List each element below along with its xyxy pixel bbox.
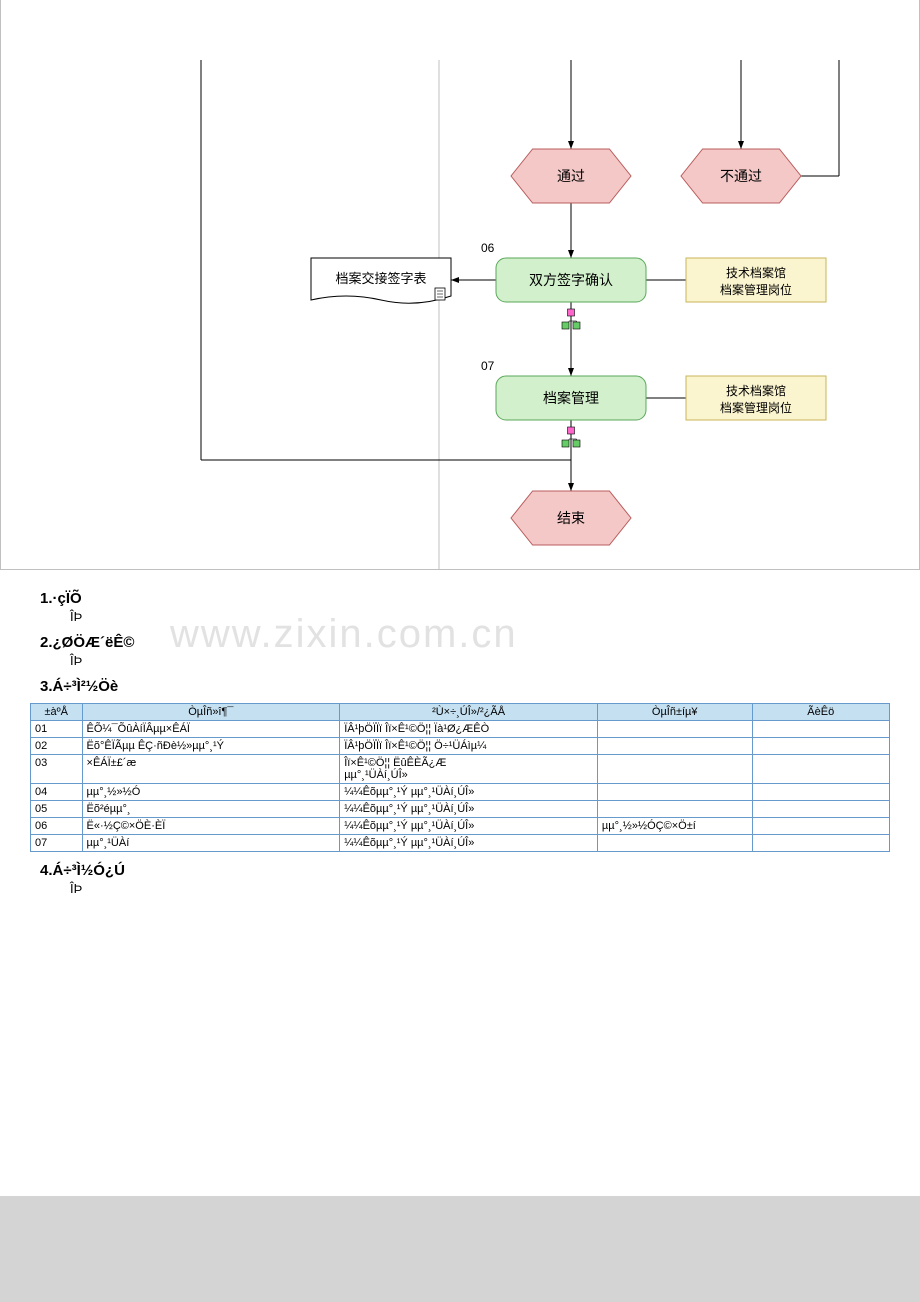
table-header: ²Ù×÷¸ÚÎ»/²¿ÃÅ (340, 704, 598, 721)
table-header: ÃèÊö (752, 704, 889, 721)
table-row: 05Ëõ²éµµ°¸¼¼Êõµµ°¸¹Ý µµ°¸¹ÜÀí¸ÚÎ» (31, 801, 890, 818)
table-cell: ÏÂ¹þÖÏÏï Îï×Ê¹©Ö¦¦ Ö÷¹ÜÁìµ¼ (340, 738, 598, 755)
svg-text:档案管理岗位: 档案管理岗位 (720, 282, 792, 297)
table-cell: 02 (31, 738, 83, 755)
svg-text:档案管理岗位: 档案管理岗位 (720, 400, 792, 415)
svg-text:结束: 结束 (557, 510, 585, 526)
table-cell: 05 (31, 801, 83, 818)
table-cell: Ëõ°ÊÏÃµµ ÊÇ·ñÐè½»µµ°¸¹Ý (82, 738, 340, 755)
table-cell (752, 738, 889, 755)
table-row: 07µµ°¸¹ÜÀí¼¼Êõµµ°¸¹Ý µµ°¸¹ÜÀí¸ÚÎ» (31, 835, 890, 852)
table-header: ±àºÅ (31, 704, 83, 721)
svg-text:通过: 通过 (557, 168, 585, 184)
svg-text:技术档案馆: 技术档案馆 (726, 265, 786, 280)
table-cell: Ëõ²éµµ°¸ (82, 801, 340, 818)
table-cell: Îï×Ê¹©Ö¦¦ ËûÊÈÃ¿Æµµ°¸¹ÜÀí¸ÚÎ» (340, 755, 598, 784)
table-cell: 04 (31, 784, 83, 801)
table-row: 06Ë«·½Ç©×ÖÈ·ÈÏ¼¼Êõµµ°¸¹Ý µµ°¸¹ÜÀí¸ÚÎ»µµ°… (31, 818, 890, 835)
svg-text:不通过: 不通过 (720, 168, 762, 184)
table-cell: 07 (31, 835, 83, 852)
table-cell (752, 721, 889, 738)
document-page: 通过不通过结束双方签字确认06档案管理07技术档案馆档案管理岗位技术档案馆档案管… (0, 0, 920, 1196)
section-2-title: 2.¿ØÖÆ´ëÊ© (40, 634, 890, 651)
table-header: ÒµÎñ»î¶¯ (82, 704, 340, 721)
section-4-title: 4.Á÷³Ì½Ó¿Ú (40, 862, 890, 879)
svg-text:双方签字确认: 双方签字确认 (529, 272, 613, 288)
table-cell: ÊÕ¼¯ÕûÀíÏÂµµ×ÊÁÏ (82, 721, 340, 738)
table-cell (752, 818, 889, 835)
section-1-sub: ÎÞ (70, 609, 890, 624)
table-cell (597, 801, 752, 818)
table-cell (752, 784, 889, 801)
table-cell: ¼¼Êõµµ°¸¹Ý µµ°¸¹ÜÀí¸ÚÎ» (340, 784, 598, 801)
table-cell: µµ°¸½»½Ó (82, 784, 340, 801)
table-cell (597, 784, 752, 801)
svg-text:技术档案馆: 技术档案馆 (726, 383, 786, 398)
flowchart-svg: 通过不通过结束双方签字确认06档案管理07技术档案馆档案管理岗位技术档案馆档案管… (1, 0, 920, 570)
table-cell: ¼¼Êõµµ°¸¹Ý µµ°¸¹ÜÀí¸ÚÎ» (340, 835, 598, 852)
table-cell: ×ÊÁÏ±£´æ (82, 755, 340, 784)
table-row: 04µµ°¸½»½Ó¼¼Êõµµ°¸¹Ý µµ°¸¹ÜÀí¸ÚÎ» (31, 784, 890, 801)
svg-text:06: 06 (481, 241, 495, 255)
table-cell: 01 (31, 721, 83, 738)
flowchart-diagram: 通过不通过结束双方签字确认06档案管理07技术档案馆档案管理岗位技术档案馆档案管… (0, 0, 920, 570)
table-cell (752, 755, 889, 784)
table-cell: 06 (31, 818, 83, 835)
svg-text:档案管理: 档案管理 (543, 390, 599, 406)
table-cell (597, 835, 752, 852)
table-cell: ¼¼Êõµµ°¸¹Ý µµ°¸¹ÜÀí¸ÚÎ» (340, 818, 598, 835)
section-4-sub: ÎÞ (70, 881, 890, 896)
table-cell: ÏÂ¹þÖÏÏï Îï×Ê¹©Ö¦¦ Ïà¹Ø¿ÆÊÒ (340, 721, 598, 738)
process-steps-table: ±àºÅÒµÎñ»î¶¯²Ù×÷¸ÚÎ»/²¿ÃÅÒµÎñ±íµ¥ÃèÊö01Ê… (30, 703, 890, 852)
section-3-title: 3.Á÷³Ì²½Öè (40, 678, 890, 695)
table-cell (752, 835, 889, 852)
section-2-sub: ÎÞ (70, 653, 890, 668)
table-row: 01ÊÕ¼¯ÕûÀíÏÂµµ×ÊÁÏÏÂ¹þÖÏÏï Îï×Ê¹©Ö¦¦ Ïà¹… (31, 721, 890, 738)
table-cell: µµ°¸½»½ÓÇ©×Ö±í (597, 818, 752, 835)
table-row: 02Ëõ°ÊÏÃµµ ÊÇ·ñÐè½»µµ°¸¹ÝÏÂ¹þÖÏÏï Îï×Ê¹©… (31, 738, 890, 755)
table-cell: µµ°¸¹ÜÀí (82, 835, 340, 852)
svg-text:档案交接签字表: 档案交接签字表 (335, 271, 426, 286)
table-cell (597, 755, 752, 784)
section-1-title: 1.·çÏÕ (40, 590, 890, 607)
svg-text:07: 07 (481, 359, 495, 373)
table-row: 03×ÊÁÏ±£´æÎï×Ê¹©Ö¦¦ ËûÊÈÃ¿Æµµ°¸¹ÜÀí¸ÚÎ» (31, 755, 890, 784)
table-cell (597, 721, 752, 738)
content-area: 1.·çÏÕ ÎÞ 2.¿ØÖÆ´ëÊ© ÎÞ 3.Á÷³Ì²½Öè ±àºÅÒ… (0, 570, 920, 1196)
table-cell (752, 801, 889, 818)
table-cell: ¼¼Êõµµ°¸¹Ý µµ°¸¹ÜÀí¸ÚÎ» (340, 801, 598, 818)
table-cell (597, 738, 752, 755)
table-cell: Ë«·½Ç©×ÖÈ·ÈÏ (82, 818, 340, 835)
table-header: ÒµÎñ±íµ¥ (597, 704, 752, 721)
table-cell: 03 (31, 755, 83, 784)
